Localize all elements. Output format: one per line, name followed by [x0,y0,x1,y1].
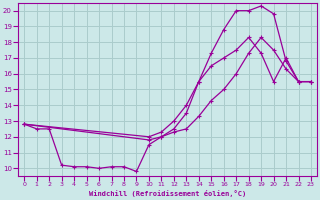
X-axis label: Windchill (Refroidissement éolien,°C): Windchill (Refroidissement éolien,°C) [89,190,246,197]
